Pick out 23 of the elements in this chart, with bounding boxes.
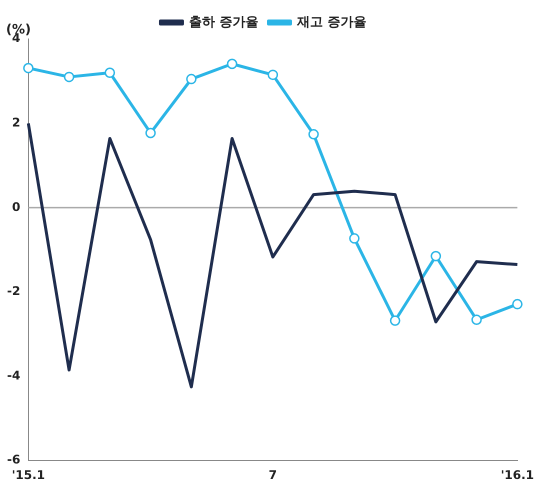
y-tick-label: -4 <box>6 368 20 382</box>
y-tick-label: -2 <box>6 284 20 298</box>
legend-label: 출하 증가율 <box>188 14 259 30</box>
point <box>349 233 360 244</box>
point <box>64 72 74 82</box>
y-tick-label: 0 <box>12 200 20 214</box>
point <box>186 74 197 84</box>
point <box>308 129 319 140</box>
legend-label: 재고 증가율 <box>296 14 367 30</box>
point <box>471 314 482 326</box>
point <box>104 67 116 78</box>
x-tick-label: '16.1 <box>500 468 534 482</box>
point <box>268 70 278 80</box>
x-tick-label: '15.1 <box>12 468 45 482</box>
point <box>226 58 238 70</box>
y-tick-label: -6 <box>6 452 20 467</box>
point <box>512 298 523 310</box>
point <box>145 128 156 138</box>
x-tick-label: 7 <box>268 468 278 482</box>
point <box>390 315 400 326</box>
point <box>23 62 34 74</box>
point <box>430 250 442 262</box>
y-tick-label: 2 <box>12 115 20 130</box>
